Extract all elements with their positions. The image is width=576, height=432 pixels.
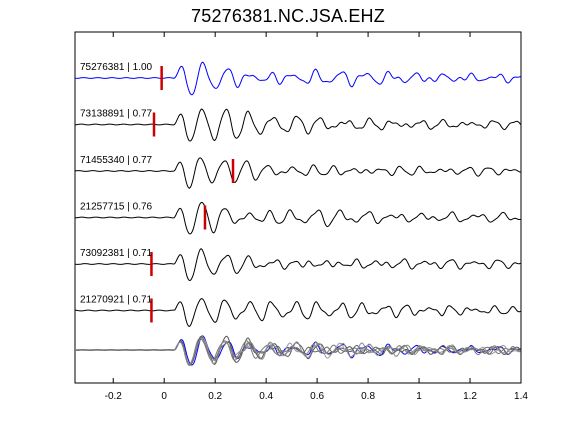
trace-line-71455340 xyxy=(74,157,521,189)
trace-line-73092381 xyxy=(74,248,521,282)
traces-layer xyxy=(74,61,521,328)
picks-layer xyxy=(150,66,235,323)
trace-label-75276381: 75276381 | 1.00 xyxy=(80,62,153,73)
trace-label-21270921: 21270921 | 0.71 xyxy=(80,295,153,306)
chart-title: 75276381.NC.JSA.EHZ xyxy=(191,6,385,26)
x-tick-label: 0.6 xyxy=(310,391,324,402)
trace-label-73138891: 73138891 | 0.77 xyxy=(80,109,153,120)
x-tick-label: 0 xyxy=(161,391,167,402)
x-tick-label: 1.4 xyxy=(514,391,528,402)
stack-line-21270921 xyxy=(74,338,521,365)
x-tick-label: 1 xyxy=(416,391,422,402)
x-tick-label: 0.2 xyxy=(208,391,222,402)
x-tick-label: 0.4 xyxy=(259,391,273,402)
stack-layer xyxy=(74,335,521,367)
trace-label-71455340: 71455340 | 0.77 xyxy=(80,155,153,166)
x-tick-label: 1.2 xyxy=(463,391,477,402)
trace-line-73138891 xyxy=(74,108,521,142)
trace-label-73092381: 73092381 | 0.71 xyxy=(80,248,153,259)
trace-label-21257715: 21257715 | 0.76 xyxy=(80,202,153,213)
trace-line-75276381 xyxy=(74,61,521,96)
trace-line-21257715 xyxy=(74,201,521,235)
x-tick-label: -0.2 xyxy=(105,391,123,402)
x-axis: -0.2 0 0.2 0.4 0.6 0.8 1 1.2 1.4 xyxy=(105,32,528,402)
trace-line-21270921 xyxy=(74,298,521,328)
trace-labels-layer: 75276381 | 1.00 73138891 | 0.77 71455340 |… xyxy=(80,62,153,306)
x-tick-label: 0.8 xyxy=(361,391,375,402)
plot-frame xyxy=(74,31,522,384)
